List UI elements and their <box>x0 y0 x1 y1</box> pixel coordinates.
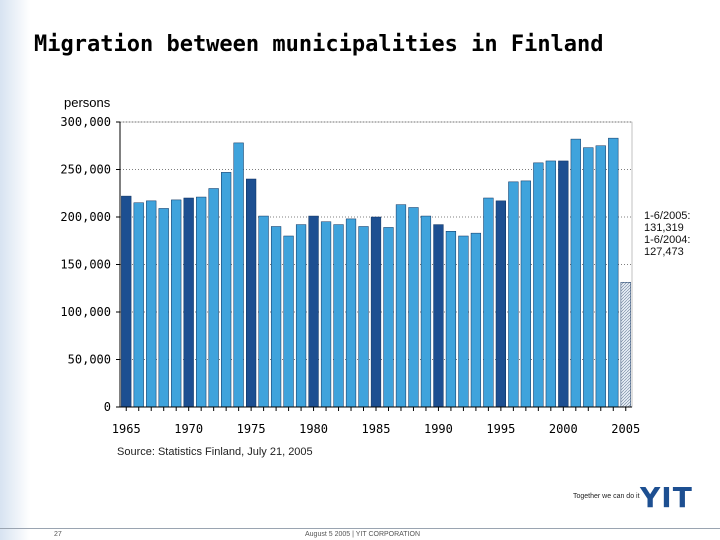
bar <box>358 226 369 408</box>
bar <box>221 172 232 408</box>
y-axis-ticks: 0 50,000 100,000 150,000 200,000 250,000 300,0… <box>60 115 120 414</box>
bar <box>333 224 344 408</box>
x-tick-label: 1975 <box>237 422 266 436</box>
y-tick-label: 0 <box>104 400 111 414</box>
x-tick-label: 1970 <box>174 422 203 436</box>
y-tick-label: 100,000 <box>60 305 111 319</box>
note-line: 1-6/2004: <box>644 234 691 246</box>
x-tick-label: 1990 <box>424 422 453 436</box>
bar <box>158 208 169 408</box>
x-tick-label: 1980 <box>299 422 328 436</box>
note-line: 131,319 <box>644 222 684 234</box>
bar <box>133 202 144 408</box>
y-tick-label: 300,000 <box>60 115 111 129</box>
y-tick-label: 250,000 <box>60 163 111 177</box>
bar <box>570 138 581 408</box>
note-line: 127,473 <box>644 246 684 258</box>
bar <box>146 200 157 408</box>
bar <box>408 207 419 408</box>
bar <box>520 180 531 408</box>
bar <box>583 147 594 408</box>
bar <box>470 232 482 408</box>
y-tick-label: 150,000 <box>60 258 111 272</box>
bar <box>345 218 357 408</box>
bar <box>183 197 194 408</box>
bar <box>495 200 506 408</box>
tagline: Together we can do it <box>573 493 640 500</box>
bar <box>208 188 219 408</box>
bar <box>196 196 207 408</box>
bar <box>370 216 382 408</box>
bar <box>545 160 556 408</box>
bar <box>620 281 631 408</box>
x-tick-label: 1965 <box>112 422 141 436</box>
x-tick-label: 1985 <box>362 422 391 436</box>
page-number: 27 <box>54 531 62 538</box>
bar <box>233 142 244 408</box>
bar <box>433 224 444 408</box>
left-decorative-band <box>0 0 30 540</box>
y-axis-label: persons <box>64 95 111 110</box>
bar <box>308 215 319 408</box>
bar <box>483 197 494 408</box>
slide-title: Migration between municipalities in Finl… <box>34 32 604 57</box>
bar <box>608 137 619 408</box>
bar <box>383 227 394 408</box>
bar <box>508 181 519 408</box>
bar <box>270 226 282 408</box>
source-note: Source: Statistics Finland, July 21, 200… <box>117 446 313 458</box>
bar <box>458 235 469 408</box>
bar <box>171 199 182 408</box>
y-tick-label: 50,000 <box>68 353 111 367</box>
x-tick-label: 2000 <box>549 422 578 436</box>
bar <box>246 178 257 408</box>
bar <box>395 204 407 408</box>
x-tick-label: 1995 <box>486 422 515 436</box>
half-year-note: 1-6/2005: 131,319 1-6/2004: 127,473 <box>644 210 716 258</box>
bar <box>420 215 432 408</box>
bar <box>258 215 269 408</box>
bar <box>283 235 294 408</box>
bar <box>595 145 606 408</box>
footer-divider <box>0 528 720 529</box>
bar <box>121 195 132 408</box>
bars <box>121 137 631 408</box>
bar <box>558 160 569 408</box>
y-tick-label: 200,000 <box>60 210 111 224</box>
yit-logo: YIT <box>640 481 693 514</box>
footer-text: August 5 2005 | YIT CORPORATION <box>305 531 421 538</box>
x-axis-ticks: 1965 1970 1975 1980 1985 1990 1995 2000 2005 <box>112 407 640 436</box>
x-tick-label: 2005 <box>611 422 640 436</box>
bar <box>445 231 457 408</box>
bar <box>320 221 332 408</box>
note-line: 1-6/2005: <box>644 210 691 222</box>
bar <box>533 162 544 408</box>
bar <box>295 224 307 408</box>
